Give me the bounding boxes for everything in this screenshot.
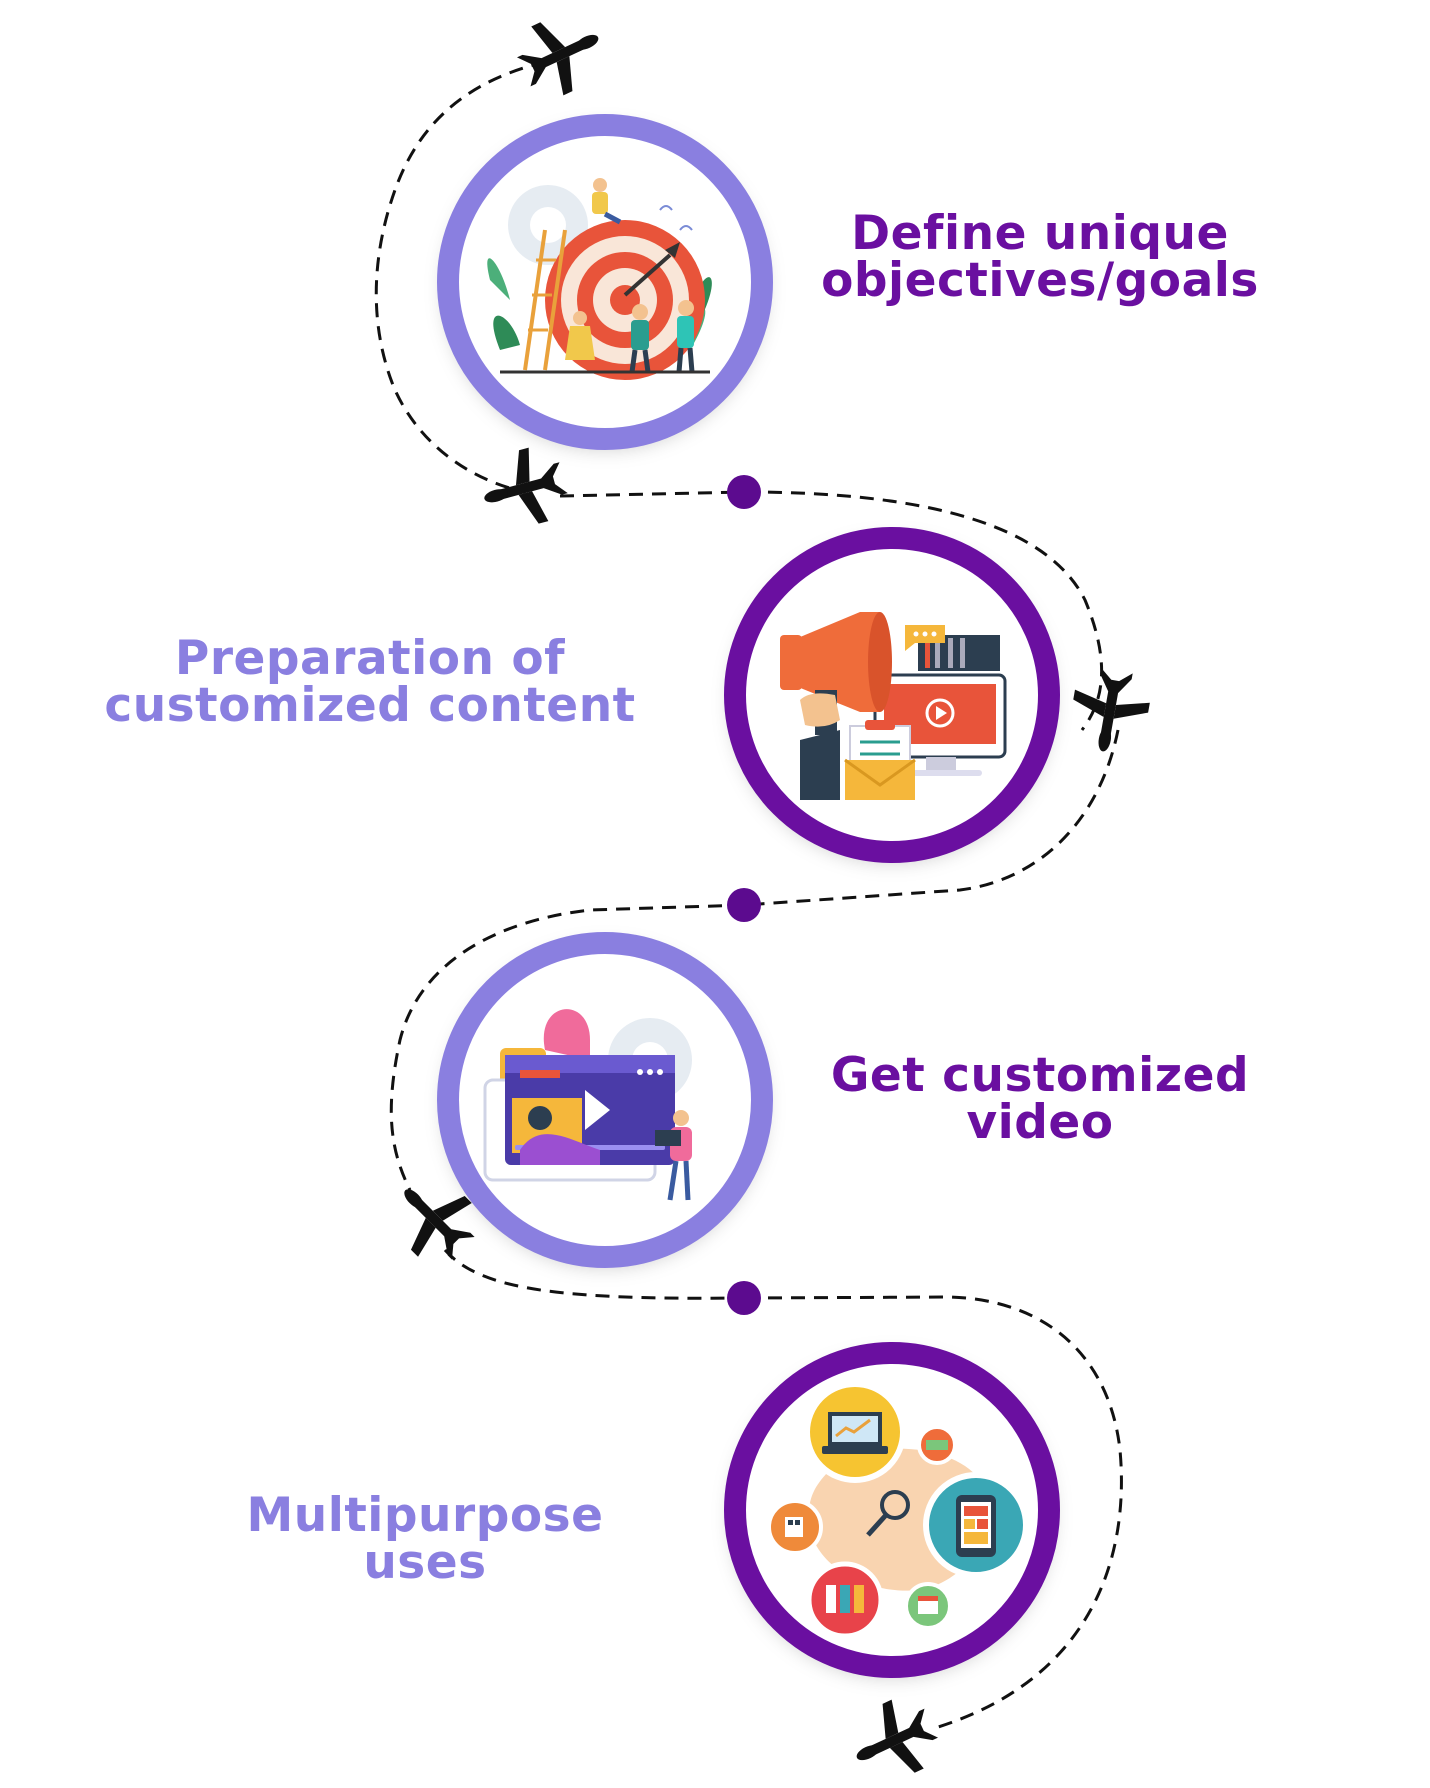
dashed-flight-path xyxy=(374,60,1123,1730)
step-1-title: Define unique objectives/goals xyxy=(790,210,1290,304)
multipurpose-devices-illustration xyxy=(767,1381,1029,1639)
step-4-title-line2: uses xyxy=(363,1535,487,1590)
path-dot xyxy=(727,1281,761,1315)
target-goal-illustration xyxy=(487,178,712,380)
airplane-icon xyxy=(507,2,615,107)
megaphone-content-illustration xyxy=(780,612,1007,800)
step-2-title-line1: Preparation of xyxy=(174,631,566,686)
step-2-title: Preparation of customized content xyxy=(60,635,680,729)
path-dot xyxy=(727,888,761,922)
step-3-title-line1: Get customized xyxy=(830,1048,1250,1103)
step-4-title-line1: Multipurpose xyxy=(246,1488,604,1543)
step-1-title-line1: Define unique xyxy=(851,206,1229,261)
step-3-title-line2: video xyxy=(966,1095,1114,1150)
step-4-title: Multipurpose uses xyxy=(170,1492,680,1586)
step-4-circle xyxy=(724,1342,1060,1678)
step-3-title: Get customized video xyxy=(790,1052,1290,1146)
step-3-circle xyxy=(437,932,773,1268)
airplane-icon xyxy=(474,440,574,536)
airplane-icon xyxy=(840,1688,948,1788)
step-1-circle xyxy=(437,114,773,450)
airplane-icon xyxy=(1065,664,1155,758)
path-dot xyxy=(727,475,761,509)
step-2-circle xyxy=(724,527,1060,863)
step-1-title-line2: objectives/goals xyxy=(821,253,1259,308)
step-2-title-line2: customized content xyxy=(104,678,636,733)
video-player-illustration xyxy=(483,1009,692,1201)
